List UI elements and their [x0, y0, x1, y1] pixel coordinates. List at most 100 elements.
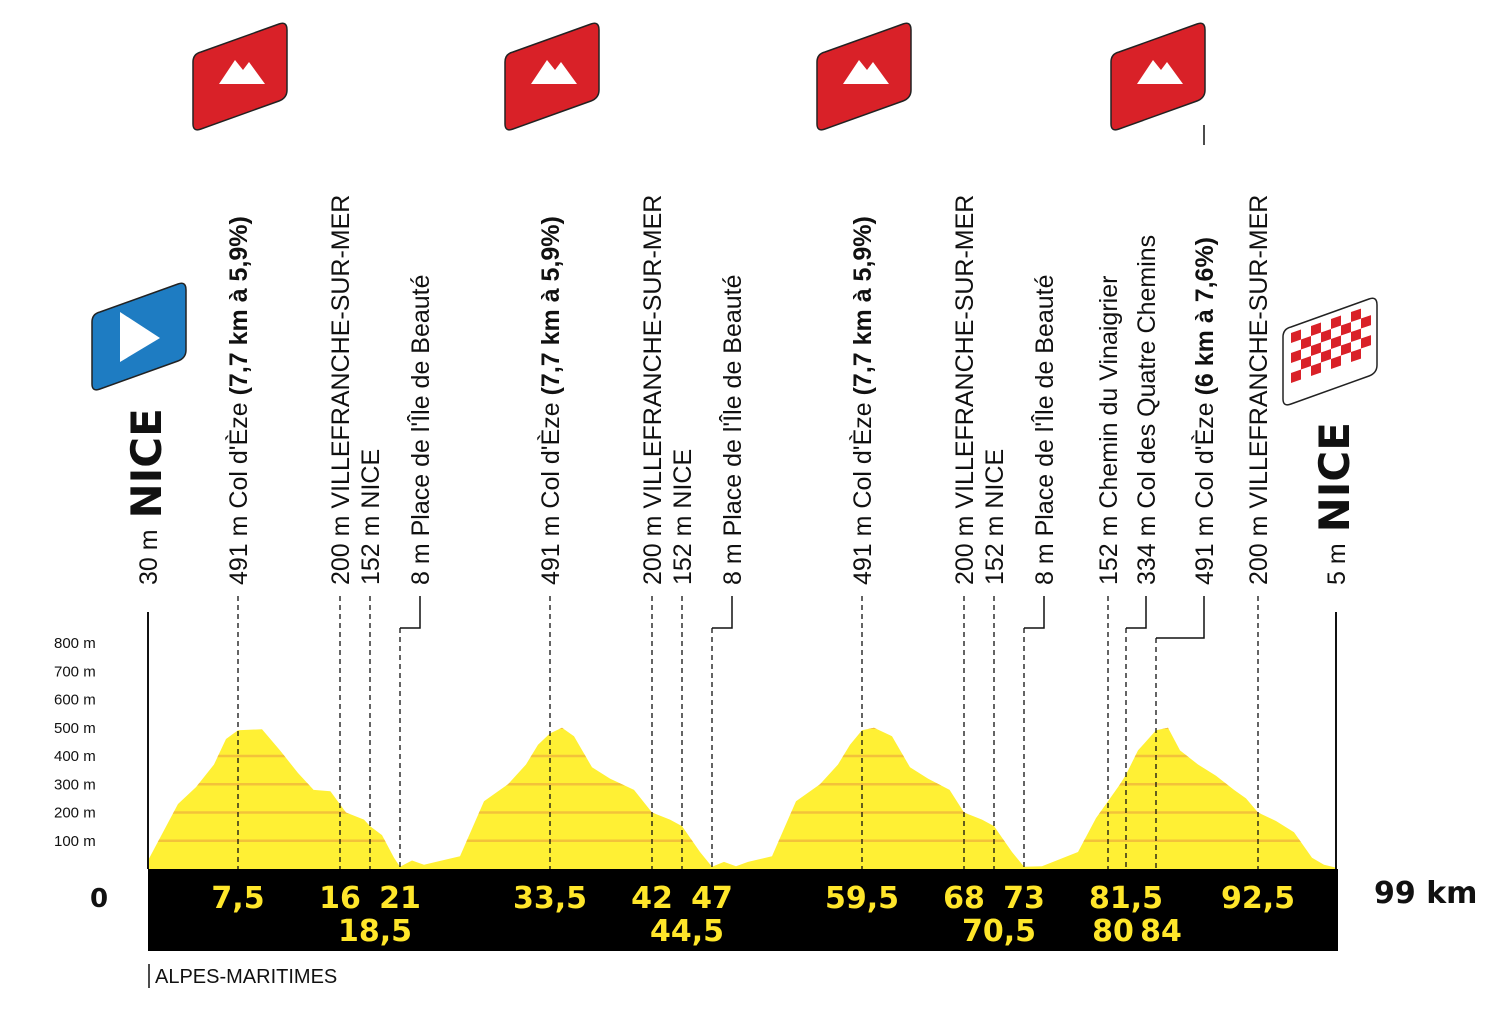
y-tick-label: 800 m	[54, 635, 96, 652]
waypoint-label: 334 m Col des Quatre Chemins	[1133, 235, 1161, 585]
mountain-icon	[192, 22, 288, 131]
km-label: 70,5	[962, 914, 1036, 949]
waypoint-name: Col d'Èze	[224, 402, 253, 508]
waypoint-altitude: 5 m	[1323, 536, 1351, 585]
waypoint-text: 30 m NICE	[122, 408, 171, 585]
waypoint-altitude: 200 m	[327, 509, 355, 585]
km-label: 7,5	[211, 881, 264, 916]
waypoint-text: 491 m Col d'Èze (7,7 km à 5,9%)	[536, 216, 565, 585]
y-axis: 800 m 700 m 600 m 500 m 400 m 300 m 200 m 100 m	[54, 612, 1337, 869]
km-label: 68	[943, 881, 985, 916]
checker-square	[1321, 349, 1331, 363]
waypoint-detail: (7,7 km à 5,9%)	[225, 216, 253, 402]
waypoint-name: VILLEFRANCHE-SUR-MER	[327, 195, 355, 509]
waypoint-name: Col d'Èze	[536, 402, 565, 508]
waypoint-altitude: 152 m	[1095, 509, 1123, 585]
waypoint-label: 152 m NICE	[669, 449, 697, 585]
waypoint-text: 491 m Col d'Èze (7,7 km à 5,9%)	[224, 216, 253, 585]
checker-square	[1361, 335, 1371, 349]
km-label: 21	[379, 881, 421, 916]
mountain-glyph	[531, 60, 577, 84]
waypoint-label: 491 m Col d'Èze (7,7 km à 5,9%)	[224, 216, 253, 585]
waypoint-label: 30 m NICE	[122, 408, 171, 585]
checker-square	[1351, 328, 1361, 343]
checker-square	[1311, 362, 1321, 376]
waypoint-text: 152 m NICE	[669, 449, 697, 585]
checker-square	[1351, 348, 1361, 363]
icons	[91, 22, 1378, 406]
y-tick-label: 600 m	[54, 692, 96, 709]
waypoint-detail: (7,7 km à 5,9%)	[537, 216, 565, 402]
waypoint-name: Col des Quatre Chemins	[1133, 235, 1161, 509]
y-zero-label: 0	[90, 884, 108, 914]
mountain-icon	[1110, 22, 1206, 131]
checker-square	[1291, 349, 1301, 363]
mountain-glyph	[843, 60, 889, 84]
km-label: 80	[1092, 914, 1134, 949]
km-label: 59,5	[825, 881, 899, 916]
waypoint-name: Col d'Èze	[848, 402, 877, 508]
waypoint-altitude: 152 m	[669, 509, 697, 585]
waypoint-text: 152 m NICE	[357, 449, 385, 585]
waypoint-connector	[1024, 596, 1045, 629]
elevation-area	[148, 727, 1336, 869]
checker-square	[1341, 322, 1351, 336]
waypoint-altitude: 8 m	[719, 536, 747, 585]
waypoint-text: 152 m Chemin du Vinaigrier	[1095, 276, 1123, 585]
waypoint-label: 491 m Col d'Èze (7,7 km à 5,9%)	[848, 216, 877, 585]
waypoint-altitude: 200 m	[639, 509, 667, 585]
waypoint-detail: (6 km à 7,6%)	[1191, 237, 1219, 402]
waypoint-altitude: 152 m	[981, 509, 1009, 585]
waypoint-text: 200 m VILLEFRANCHE-SUR-MER	[1245, 195, 1273, 585]
mountain-icon	[504, 22, 600, 131]
km-label: 44,5	[650, 914, 724, 949]
waypoint-label: 152 m NICE	[357, 449, 385, 585]
waypoint-altitude: 491 m	[849, 509, 877, 585]
waypoint-name: NICE	[1310, 422, 1359, 532]
waypoint-name: NICE	[981, 449, 1009, 509]
mountain-glyph	[219, 60, 265, 84]
waypoint-label: 491 m Col d'Èze (7,7 km à 5,9%)	[536, 216, 565, 585]
waypoint-name: Chemin du Vinaigrier	[1095, 276, 1123, 509]
waypoint-name: NICE	[357, 449, 385, 509]
waypoint-label: 200 m VILLEFRANCHE-SUR-MER	[1245, 195, 1273, 585]
y-tick-label: 200 m	[54, 805, 96, 822]
waypoint-altitude: 491 m	[537, 509, 565, 585]
checker-square	[1331, 355, 1341, 369]
waypoint-text: 491 m Col d'Èze (6 km à 7,6%)	[1190, 237, 1219, 585]
y-tick-label: 400 m	[54, 748, 96, 765]
waypoint-connector	[400, 596, 421, 629]
checker-square	[1321, 329, 1331, 343]
waypoint-label: 152 m NICE	[981, 449, 1009, 585]
checker-square	[1361, 315, 1371, 329]
waypoint-text: 8 m Place de l'Île de Beauté	[718, 274, 747, 585]
waypoint-label: 200 m VILLEFRANCHE-SUR-MER	[951, 195, 979, 585]
waypoint-text: 200 m VILLEFRANCHE-SUR-MER	[639, 195, 667, 585]
checker-square	[1311, 322, 1321, 336]
km-label: 84	[1140, 914, 1182, 949]
y-tick-label: 700 m	[54, 663, 96, 680]
km-label: 33,5	[513, 881, 587, 916]
checker-square	[1291, 329, 1301, 343]
waypoint-connector	[712, 596, 733, 629]
waypoint-altitude: 200 m	[1245, 509, 1273, 585]
waypoint-name: Place de l'Île de Beauté	[718, 274, 747, 536]
waypoint-label: 200 m VILLEFRANCHE-SUR-MER	[639, 195, 667, 585]
waypoint-altitude: 8 m	[407, 536, 435, 585]
checker-square	[1331, 315, 1341, 329]
waypoint-altitude: 8 m	[1031, 536, 1059, 585]
waypoint-label: 491 m Col d'Èze (6 km à 7,6%)	[1190, 237, 1219, 585]
km-label: 92,5	[1221, 881, 1295, 916]
start-arrow-icon	[91, 282, 187, 391]
waypoint-text: 491 m Col d'Èze (7,7 km à 5,9%)	[848, 216, 877, 585]
checker-square	[1301, 356, 1311, 370]
waypoint-text: 200 m VILLEFRANCHE-SUR-MER	[951, 195, 979, 585]
waypoint-name: VILLEFRANCHE-SUR-MER	[1245, 195, 1273, 509]
waypoint-connector	[1156, 596, 1205, 639]
km-label: 47	[691, 881, 733, 916]
waypoint-text: 8 m Place de l'Île de Beauté	[1030, 274, 1059, 585]
waypoint-name: NICE	[122, 408, 171, 518]
distance-bar-rect	[148, 869, 1338, 951]
checker-square	[1351, 308, 1361, 323]
